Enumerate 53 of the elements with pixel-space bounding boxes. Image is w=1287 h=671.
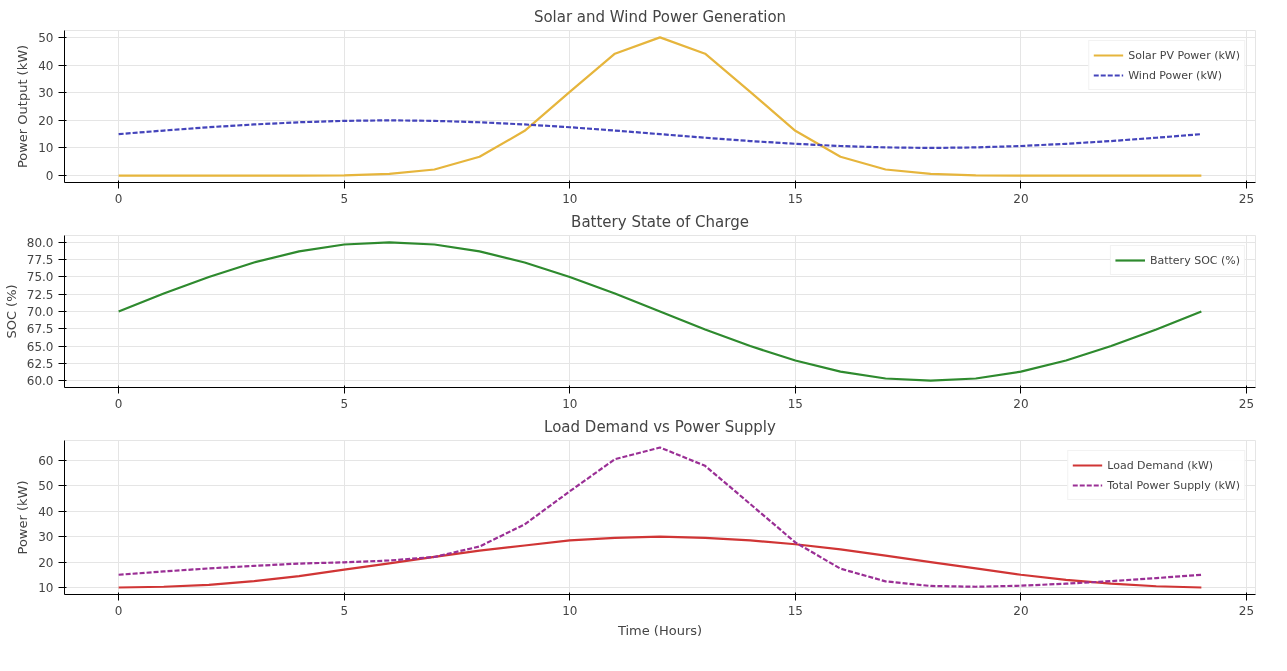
x-tick-label: 15: [787, 396, 803, 411]
y-tick-label: 40: [38, 58, 54, 73]
y-tick-label: 67.5: [26, 322, 54, 337]
x-tick-label: 25: [1238, 603, 1255, 618]
legend-label: Battery SOC (%): [1149, 253, 1240, 267]
y-tick-label: 75.0: [26, 270, 54, 285]
x-tick-label: 15: [787, 191, 803, 206]
chart-title: Battery State of Charge: [571, 212, 749, 231]
legend-label: Wind Power (kW): [1128, 68, 1222, 82]
y-tick-label: 70.0: [26, 305, 54, 319]
chart-title: Solar and Wind Power Generation: [533, 7, 787, 26]
x-tick-label: 20: [1013, 603, 1029, 618]
y-axis-title: SOC (%): [3, 284, 19, 339]
y-tick-label: 10: [38, 141, 54, 156]
legend-label: Solar PV Power (kW): [1128, 48, 1240, 62]
y-tick-label: 60: [38, 453, 54, 468]
x-tick-label: 0: [114, 396, 123, 411]
x-axis-title: Time (Hours): [616, 622, 703, 638]
y-tick-label: 80.0: [26, 235, 54, 250]
x-tick-label: 20: [1013, 191, 1029, 206]
y-axis-title: Power (kW): [15, 480, 31, 555]
y-tick-label: 30: [38, 86, 54, 101]
y-axis-title: Power Output (kW): [15, 44, 31, 169]
legend-label: Total Power Supply (kW): [1107, 478, 1240, 492]
y-tick-label: 20: [38, 555, 54, 570]
line-series: [117, 119, 1203, 150]
y-tick-label: 77.5: [26, 253, 54, 268]
y-tick-label: 72.5: [26, 287, 54, 302]
y-tick-label: 30: [38, 530, 54, 545]
line-series: [117, 535, 1203, 589]
y-tick-label: 65.0: [26, 339, 54, 354]
x-tick-label: 5: [340, 603, 349, 618]
y-tick-label: 62.5: [26, 356, 54, 371]
chart-title: Load Demand vs Power Supply: [544, 417, 777, 436]
legend-label: Load Demand (kW): [1107, 458, 1214, 472]
y-tick-label: 60.0: [26, 374, 54, 389]
x-tick-label: 20: [1013, 396, 1029, 411]
x-tick-label: 10: [562, 396, 578, 411]
x-tick-label: 0: [114, 191, 123, 206]
x-tick-label: 10: [562, 191, 578, 206]
x-tick-label: 25: [1238, 396, 1255, 411]
y-tick-label: 50: [38, 30, 54, 45]
y-tick-label: 40: [38, 504, 54, 519]
y-tick-label: 10: [38, 581, 54, 595]
y-tick-label: 20: [38, 113, 54, 128]
x-tick-label: 0: [114, 603, 123, 618]
x-tick-label: 15: [787, 603, 803, 618]
x-tick-label: 5: [340, 396, 349, 411]
y-tick-label: 50: [38, 479, 54, 494]
x-tick-label: 10: [562, 603, 578, 618]
x-tick-label: 5: [340, 191, 349, 206]
x-tick-label: 25: [1238, 191, 1255, 206]
y-tick-label: 0: [45, 169, 54, 184]
